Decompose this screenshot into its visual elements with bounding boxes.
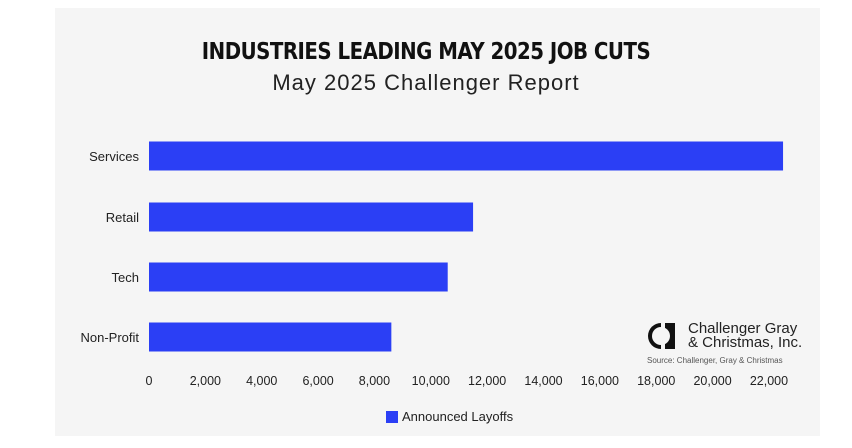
bars-group [149,141,784,352]
x-tick-label: 18,000 [637,374,675,388]
category-label: Tech [112,270,139,285]
legend-label: Announced Layoffs [402,409,514,424]
chart-title: INDUSTRIES LEADING MAY 2025 JOB CUTS [201,39,651,65]
x-tick-label: 22,000 [750,374,788,388]
category-label: Services [89,149,139,164]
category-label: Non-Profit [80,330,139,345]
logo: Challenger Gray & Christmas, Inc. [646,321,802,351]
source-note: Source: Challenger, Gray & Christmas [647,356,783,365]
legend: Announced Layoffs [386,409,513,424]
logo-line-1: Challenger Gray [688,320,798,337]
bar-tech [149,262,448,292]
category-labels: Services Retail Tech Non-Profit [80,149,139,345]
x-tick-label: 12,000 [468,374,506,388]
x-tick-label: 6,000 [302,374,333,388]
x-tick-label: 20,000 [693,374,731,388]
logo-line-2: & Christmas, Inc. [688,334,803,351]
bar-non-profit [149,322,392,352]
chart-subtitle: May 2025 Challenger Report [272,70,580,95]
x-tick-label: 0 [146,374,153,388]
bar-services [149,141,784,171]
x-tick-label: 10,000 [412,374,450,388]
x-tick-label: 8,000 [359,374,390,388]
challenger-logo-icon [648,323,681,349]
bar-retail [149,202,474,232]
x-tick-label: 2,000 [190,374,221,388]
category-label: Retail [106,210,139,225]
x-tick-label: 16,000 [581,374,619,388]
x-axis-ticks: 0 2,000 4,000 6,000 8,000 10,000 12,000 14,000 1… [146,374,789,388]
x-tick-label: 4,000 [246,374,277,388]
legend-swatch [386,410,398,423]
x-tick-label: 14,000 [524,374,562,388]
